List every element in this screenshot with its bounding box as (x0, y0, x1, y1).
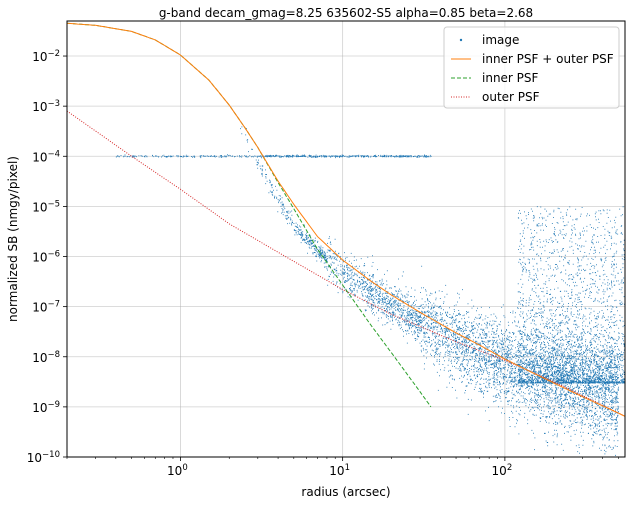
model-lines (67, 22, 625, 417)
y-axis-label: normalized SB (nmgy/pixel) (6, 156, 20, 322)
legend-entry-inner-psf: inner PSF (451, 71, 539, 85)
image-scatter-points (115, 126, 625, 456)
legend-label-image: image (482, 33, 519, 47)
legend-label-inner-plus-outer: inner PSF + outer PSF (482, 52, 614, 66)
series-line-outer-psf (67, 110, 625, 417)
legend-entry-outer-psf: outer PSF (451, 90, 540, 104)
x-tick-label: 102 (492, 463, 513, 478)
x-axis-label: radius (arcsec) (301, 485, 390, 499)
y-tick-label: 10−8 (32, 350, 60, 365)
series-line-inner-psf (67, 22, 432, 408)
y-tick-label: 10−10 (27, 450, 60, 465)
legend-entry-image: image (459, 33, 519, 47)
legend: image inner PSF + outer PSF inner PSF ou… (443, 26, 620, 109)
legend-marker-image (459, 38, 463, 42)
legend-label-inner-psf: inner PSF (482, 71, 539, 85)
y-tick-label: 10−9 (32, 400, 60, 415)
y-tick-label: 10−7 (32, 300, 60, 315)
y-axis-ticks: 10−10 10−9 10−8 10−7 10−6 10−5 10−4 10−3 10−2 (27, 49, 67, 465)
image-points (115, 126, 625, 456)
y-tick-label: 10−5 (32, 199, 60, 214)
legend-box (443, 26, 620, 109)
y-tick-label: 10−4 (32, 149, 60, 164)
chart-title: g-band decam_gmag=8.25 635602-S5 alpha=0… (159, 6, 533, 20)
x-tick-label: 101 (329, 463, 350, 478)
plot-frame (66, 20, 626, 458)
legend-label-outer-psf: outer PSF (482, 90, 540, 104)
legend-entry-inner-plus-outer: inner PSF + outer PSF (451, 52, 614, 66)
x-axis-ticks: 100 101 102 (66, 457, 619, 478)
y-tick-label: 10−2 (32, 49, 60, 64)
y-tick-label: 10−3 (32, 99, 60, 114)
y-tick-label: 10−6 (32, 250, 60, 265)
series-line-inner-psf-outer-psf (67, 22, 625, 417)
x-tick-label: 100 (167, 463, 188, 478)
